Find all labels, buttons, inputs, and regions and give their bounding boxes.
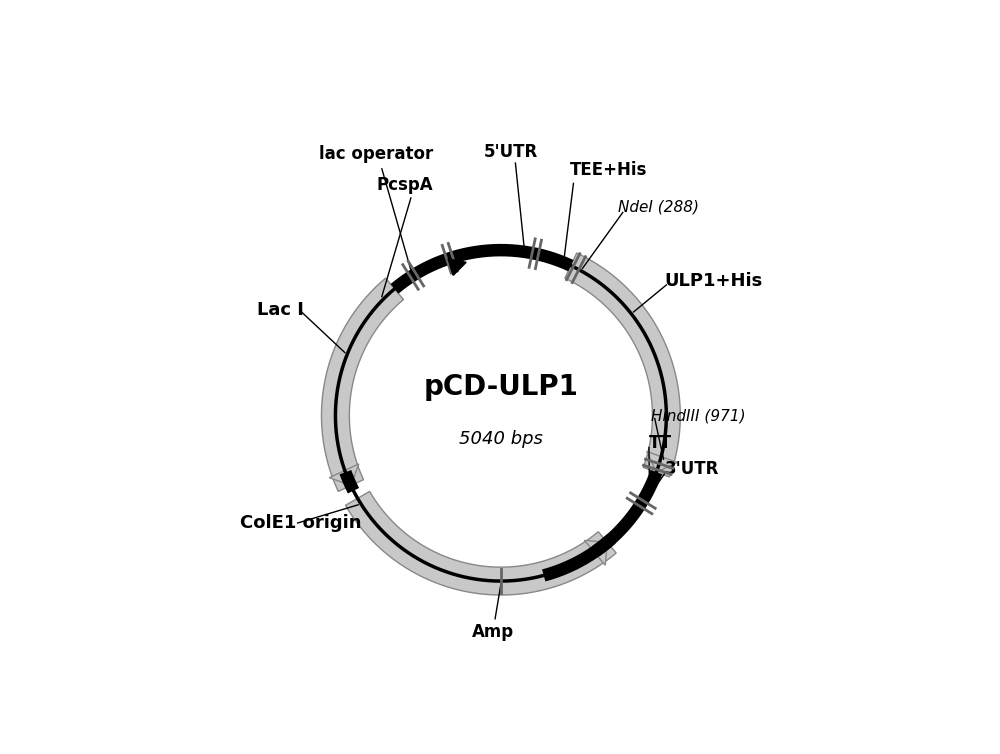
Text: lac operator: lac operator: [319, 145, 433, 163]
Polygon shape: [647, 452, 677, 472]
Text: TT: TT: [649, 434, 672, 452]
Polygon shape: [329, 464, 359, 486]
Text: NdeI (288): NdeI (288): [618, 199, 699, 214]
Text: PcspA: PcspA: [377, 176, 433, 194]
Text: ULP1+His: ULP1+His: [665, 272, 763, 290]
Text: TEE+His: TEE+His: [569, 161, 647, 179]
Polygon shape: [321, 278, 403, 492]
Polygon shape: [565, 253, 680, 477]
Text: pCD-ULP1: pCD-ULP1: [423, 372, 578, 400]
Polygon shape: [346, 492, 616, 595]
Polygon shape: [584, 541, 607, 566]
Text: ColE1 origin: ColE1 origin: [240, 514, 361, 532]
Text: HindIII (971): HindIII (971): [651, 408, 745, 423]
Polygon shape: [448, 259, 466, 275]
Text: Amp: Amp: [472, 624, 514, 642]
Text: 5040 bps: 5040 bps: [459, 430, 543, 448]
Text: 3'UTR: 3'UTR: [665, 460, 719, 478]
Text: Lac I: Lac I: [257, 301, 304, 319]
Text: 5'UTR: 5'UTR: [484, 143, 538, 161]
